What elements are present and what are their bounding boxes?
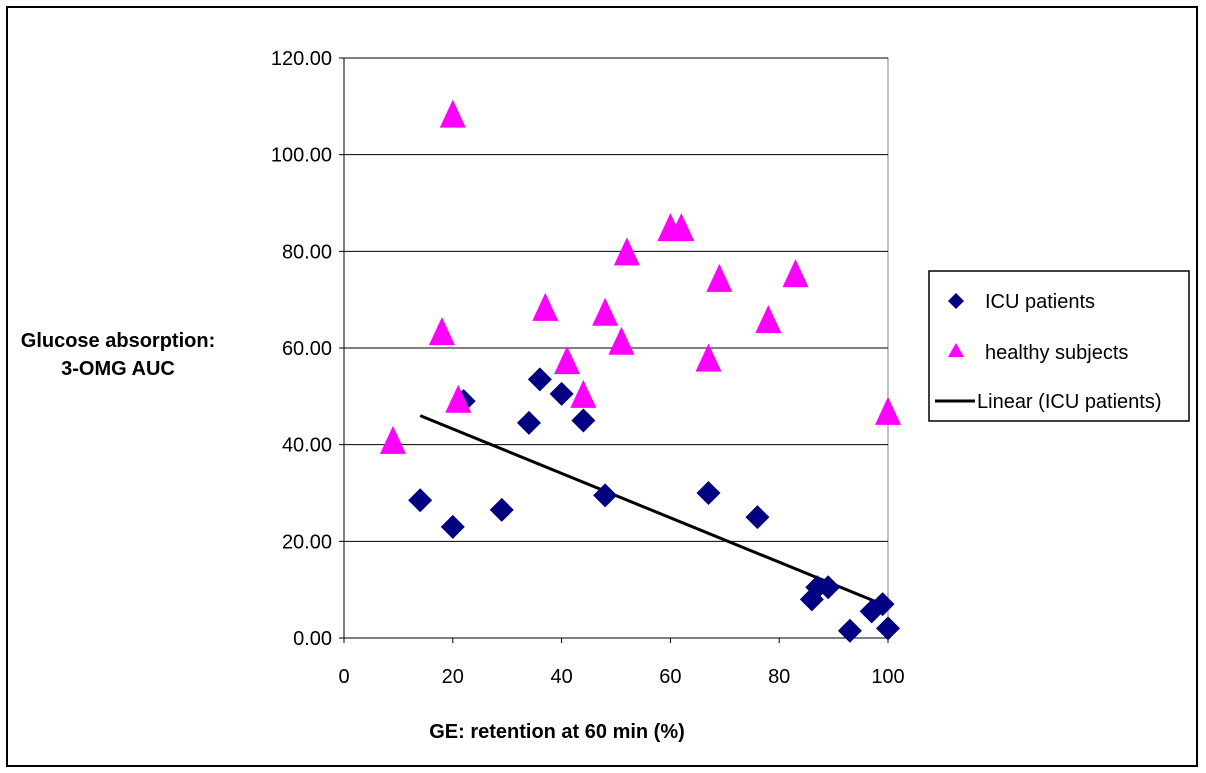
y-tick-label: 0.00	[293, 628, 332, 650]
legend-marker-icu	[948, 293, 964, 309]
axes	[339, 57, 889, 643]
x-tick-label: 20	[442, 666, 464, 688]
legend: ICU patients healthy subjects Linear (IC…	[928, 270, 1190, 422]
point-healthy	[428, 317, 455, 346]
point-healthy	[613, 237, 640, 266]
point-healthy	[592, 297, 619, 326]
y-tick-label: 80.00	[282, 241, 332, 263]
point-icu	[876, 616, 900, 641]
y-tick-labels: 0.00 20.00 40.00 60.00 80.00 100.00 120.00	[271, 48, 332, 650]
point-healthy	[532, 292, 559, 321]
y-axis-title-line2: 3-OMG AUC	[61, 358, 175, 380]
data-points	[379, 99, 901, 643]
y-tick-label: 60.00	[282, 338, 332, 360]
point-healthy	[875, 396, 901, 425]
x-tick-label: 80	[768, 666, 790, 688]
point-icu	[837, 618, 862, 643]
point-icu	[870, 592, 895, 617]
y-tick-label: 120.00	[271, 48, 332, 70]
gridlines	[344, 57, 888, 542]
legend-label-healthy: healthy subjects	[985, 342, 1128, 364]
point-healthy	[554, 346, 581, 375]
point-healthy	[782, 259, 809, 288]
legend-label-trend: Linear (ICU patients)	[977, 391, 1162, 413]
x-tick-label: 60	[659, 666, 681, 688]
y-tick-label: 20.00	[282, 531, 332, 553]
point-healthy	[706, 263, 733, 292]
trendline-icu	[419, 414, 889, 608]
point-healthy	[608, 326, 635, 355]
point-icu	[696, 481, 721, 505]
point-healthy	[445, 384, 472, 413]
chart-frame: 0.00 20.00 40.00 60.00 80.00 100.00 120.00 0 20…	[6, 6, 1198, 767]
legend-marker-healthy	[948, 343, 964, 357]
x-tick-label: 40	[550, 666, 572, 688]
y-axis-title-line1: Glucose absorption:	[21, 330, 215, 352]
x-axis-title: GE: retention at 60 min (%)	[429, 721, 685, 743]
point-icu	[745, 505, 770, 530]
point-icu	[816, 575, 841, 600]
chart: 0.00 20.00 40.00 60.00 80.00 100.00 120.00 0 20…	[21, 48, 1190, 743]
x-tick-label: 100	[871, 666, 904, 688]
trendline-layer	[419, 414, 889, 608]
point-healthy	[439, 99, 466, 128]
legend-label-icu: ICU patients	[985, 291, 1095, 313]
point-icu	[440, 514, 465, 539]
x-tick-label: 0	[338, 666, 349, 688]
point-healthy	[570, 379, 597, 408]
point-icu	[408, 488, 433, 513]
point-icu	[593, 483, 618, 508]
point-icu	[549, 381, 574, 406]
point-healthy	[668, 213, 695, 242]
point-healthy	[695, 343, 722, 372]
legend-box	[928, 270, 1190, 422]
point-icu	[516, 410, 541, 435]
point-healthy	[755, 305, 782, 333]
point-healthy	[379, 425, 406, 454]
y-tick-label: 100.00	[271, 145, 332, 167]
y-tick-label: 40.00	[282, 435, 332, 457]
x-tick-labels: 0 20 40 60 80 100	[338, 666, 904, 688]
point-icu	[489, 497, 514, 522]
point-icu	[571, 408, 596, 433]
point-icu	[527, 367, 552, 392]
